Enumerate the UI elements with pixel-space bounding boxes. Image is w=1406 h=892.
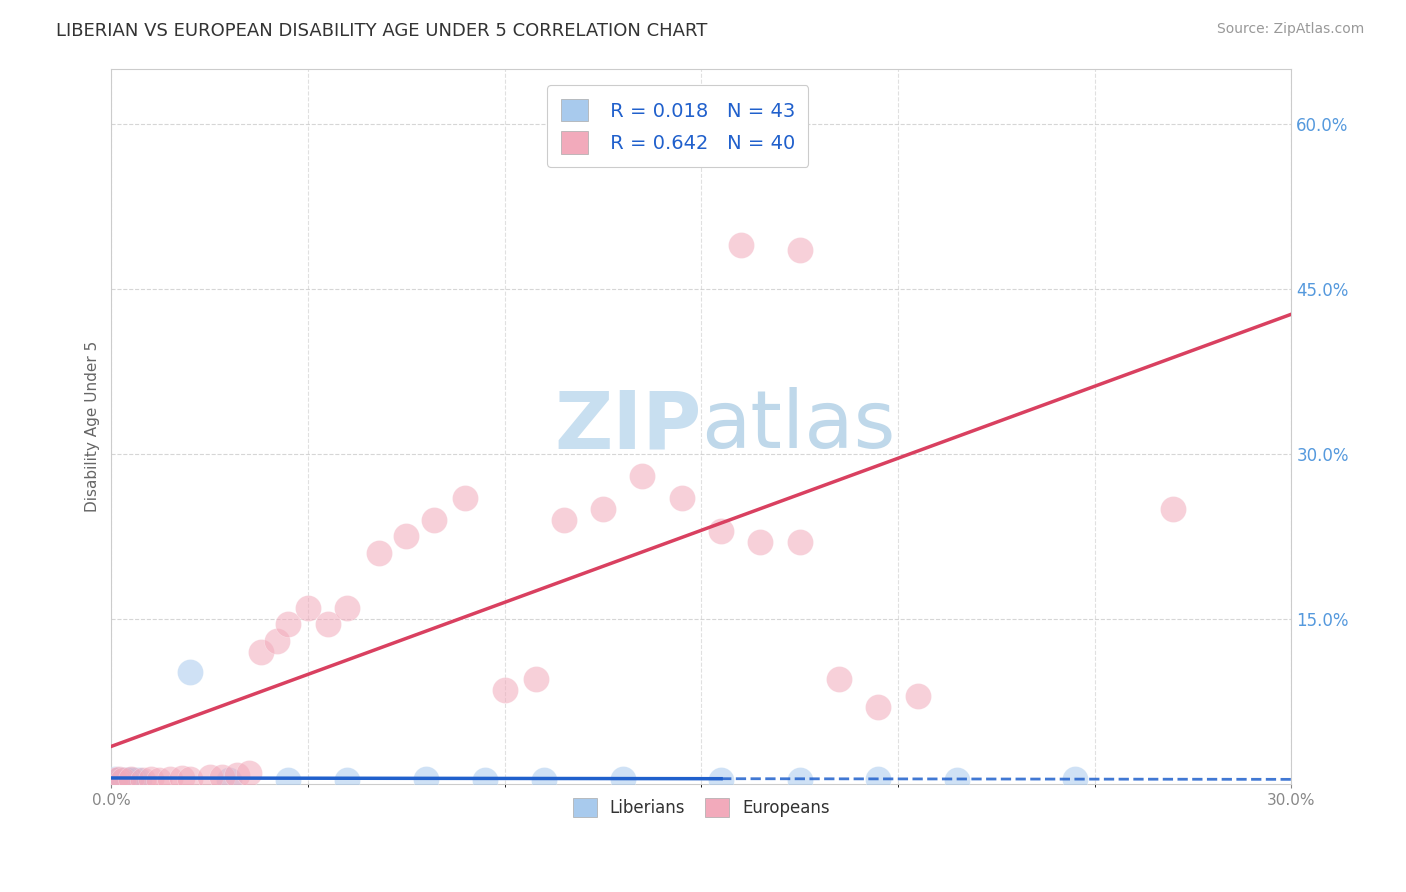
Point <box>112 774 135 789</box>
Point <box>120 773 142 788</box>
Point <box>316 617 339 632</box>
Point <box>1163 501 1185 516</box>
Point <box>108 773 131 788</box>
Point <box>266 633 288 648</box>
Point <box>730 237 752 252</box>
Point <box>297 600 319 615</box>
Point <box>868 699 890 714</box>
Point <box>907 689 929 703</box>
Point <box>112 774 135 789</box>
Point <box>671 491 693 505</box>
Point <box>690 144 713 158</box>
Point <box>238 765 260 780</box>
Point <box>789 243 811 257</box>
Point <box>108 774 131 789</box>
Point <box>454 491 477 505</box>
Point <box>104 774 127 789</box>
Point <box>415 772 437 787</box>
Text: Source: ZipAtlas.com: Source: ZipAtlas.com <box>1216 22 1364 37</box>
Point <box>179 665 201 679</box>
Point <box>104 774 127 789</box>
Point <box>115 774 138 789</box>
Point <box>124 773 146 788</box>
Point <box>250 645 273 659</box>
Point <box>108 774 131 789</box>
Point <box>789 534 811 549</box>
Point <box>179 772 201 787</box>
Point <box>104 774 127 789</box>
Point <box>112 773 135 788</box>
Point <box>159 772 181 787</box>
Point <box>336 600 359 615</box>
Point <box>104 773 127 788</box>
Point <box>524 672 547 686</box>
Point <box>474 773 496 788</box>
Point <box>946 773 969 788</box>
Point <box>148 773 170 788</box>
Point <box>533 773 555 788</box>
Point <box>115 774 138 789</box>
Point <box>218 773 240 788</box>
Point <box>612 772 634 787</box>
Point <box>789 773 811 788</box>
Point <box>710 773 733 788</box>
Point <box>198 770 221 784</box>
Point <box>112 773 135 788</box>
Point <box>112 773 135 788</box>
Point <box>172 771 194 785</box>
Point <box>423 513 446 527</box>
Y-axis label: Disability Age Under 5: Disability Age Under 5 <box>86 341 100 512</box>
Point <box>277 617 299 632</box>
Point <box>120 772 142 787</box>
Point <box>494 683 516 698</box>
Point <box>226 768 249 782</box>
Point <box>108 772 131 787</box>
Point <box>592 501 614 516</box>
Point <box>115 773 138 788</box>
Point <box>104 772 127 787</box>
Text: ZIP: ZIP <box>554 387 702 465</box>
Point <box>108 773 131 788</box>
Point <box>828 672 851 686</box>
Point <box>104 774 127 789</box>
Point <box>108 774 131 789</box>
Point <box>108 774 131 789</box>
Point <box>749 534 772 549</box>
Point <box>336 773 359 788</box>
Point <box>139 772 162 787</box>
Point <box>104 773 127 788</box>
Point <box>631 468 654 483</box>
Point <box>553 513 575 527</box>
Point <box>1064 772 1087 787</box>
Point <box>108 773 131 788</box>
Point <box>277 773 299 788</box>
Point <box>108 774 131 789</box>
Point <box>104 774 127 789</box>
Text: LIBERIAN VS EUROPEAN DISABILITY AGE UNDER 5 CORRELATION CHART: LIBERIAN VS EUROPEAN DISABILITY AGE UNDE… <box>56 22 707 40</box>
Point <box>120 773 142 788</box>
Point <box>104 773 127 788</box>
Point <box>710 524 733 538</box>
Legend: Liberians, Europeans: Liberians, Europeans <box>565 789 838 825</box>
Point <box>112 774 135 789</box>
Point <box>128 773 150 788</box>
Point <box>132 773 155 788</box>
Text: atlas: atlas <box>702 387 896 465</box>
Point <box>115 773 138 788</box>
Point <box>395 529 418 543</box>
Point <box>367 546 389 560</box>
Point <box>868 772 890 787</box>
Point <box>211 770 233 784</box>
Point <box>112 773 135 788</box>
